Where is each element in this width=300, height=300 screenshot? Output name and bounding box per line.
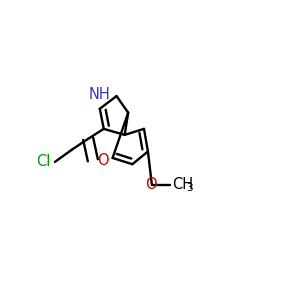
Text: 3: 3: [186, 183, 193, 193]
Text: O: O: [145, 178, 157, 193]
Text: CH: CH: [172, 177, 194, 192]
Text: O: O: [97, 153, 109, 168]
Text: NH: NH: [89, 87, 111, 102]
Text: Cl: Cl: [36, 154, 51, 169]
